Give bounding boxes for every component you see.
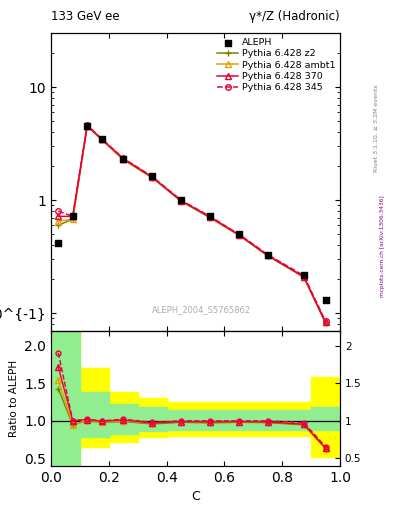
Line: Pythia 6.428 ambt1: Pythia 6.428 ambt1: [55, 123, 329, 326]
Pythia 6.428 345: [121, 155, 126, 161]
Pythia 6.428 370: [150, 174, 154, 180]
Pythia 6.428 z2: [237, 232, 241, 238]
Pythia 6.428 345: [70, 214, 75, 220]
Text: ALEPH_2004_S5765862: ALEPH_2004_S5765862: [152, 305, 251, 314]
Pythia 6.428 ambt1: [265, 252, 270, 259]
Pythia 6.428 345: [85, 122, 90, 129]
ALEPH: [120, 155, 127, 163]
Pythia 6.428 370: [237, 231, 241, 238]
Pythia 6.428 345: [179, 197, 184, 203]
Pythia 6.428 z2: [179, 198, 184, 204]
Pythia 6.428 370: [70, 214, 75, 220]
Pythia 6.428 ambt1: [150, 174, 154, 180]
ALEPH: [149, 172, 155, 180]
Pythia 6.428 345: [301, 272, 306, 279]
Pythia 6.428 370: [179, 198, 184, 204]
Pythia 6.428 ambt1: [301, 274, 306, 280]
Pythia 6.428 ambt1: [208, 214, 212, 220]
Pythia 6.428 z2: [70, 216, 75, 222]
Text: γ*/Z (Hadronic): γ*/Z (Hadronic): [249, 10, 340, 23]
Line: Pythia 6.428 370: Pythia 6.428 370: [55, 122, 329, 326]
Pythia 6.428 z2: [99, 137, 104, 143]
Pythia 6.428 ambt1: [323, 319, 328, 326]
Pythia 6.428 z2: [323, 320, 328, 326]
ALEPH: [207, 212, 213, 221]
Pythia 6.428 370: [323, 319, 328, 326]
ALEPH: [301, 270, 307, 279]
ALEPH: [178, 196, 184, 204]
Pythia 6.428 370: [99, 136, 104, 142]
Pythia 6.428 370: [85, 122, 90, 129]
Pythia 6.428 ambt1: [56, 218, 61, 224]
ALEPH: [55, 239, 61, 247]
ALEPH: [99, 135, 105, 143]
Pythia 6.428 z2: [265, 253, 270, 259]
Pythia 6.428 370: [265, 252, 270, 259]
ALEPH: [70, 212, 76, 221]
Line: Pythia 6.428 z2: Pythia 6.428 z2: [55, 123, 328, 326]
Y-axis label: Ratio to ALEPH: Ratio to ALEPH: [9, 360, 19, 437]
Pythia 6.428 ambt1: [237, 232, 241, 238]
Pythia 6.428 345: [99, 136, 104, 142]
Text: Rivet 3.1.10, ≥ 3.2M events: Rivet 3.1.10, ≥ 3.2M events: [374, 84, 379, 172]
Pythia 6.428 345: [265, 251, 270, 258]
Pythia 6.428 z2: [208, 215, 212, 221]
Pythia 6.428 345: [150, 174, 154, 180]
Pythia 6.428 z2: [85, 123, 90, 129]
Pythia 6.428 345: [237, 231, 241, 237]
ALEPH: [322, 296, 329, 305]
Pythia 6.428 370: [208, 214, 212, 220]
Pythia 6.428 ambt1: [85, 123, 90, 129]
Pythia 6.428 345: [323, 318, 328, 324]
ALEPH: [264, 250, 271, 259]
Pythia 6.428 345: [208, 214, 212, 220]
Pythia 6.428 370: [301, 274, 306, 280]
ALEPH: [84, 122, 90, 131]
Pythia 6.428 370: [56, 214, 61, 220]
Text: mcplots.cern.ch [arXiv:1306.3436]: mcplots.cern.ch [arXiv:1306.3436]: [380, 195, 385, 296]
Pythia 6.428 345: [56, 208, 61, 214]
ALEPH: [236, 230, 242, 238]
X-axis label: C: C: [191, 490, 200, 503]
Pythia 6.428 z2: [121, 157, 126, 163]
Text: 133 GeV ee: 133 GeV ee: [51, 10, 120, 23]
Pythia 6.428 ambt1: [70, 216, 75, 222]
Line: Pythia 6.428 345: Pythia 6.428 345: [55, 122, 328, 324]
Pythia 6.428 ambt1: [99, 136, 104, 142]
Pythia 6.428 ambt1: [179, 198, 184, 204]
Pythia 6.428 z2: [56, 222, 61, 228]
Legend: ALEPH, Pythia 6.428 z2, Pythia 6.428 ambt1, Pythia 6.428 370, Pythia 6.428 345: ALEPH, Pythia 6.428 z2, Pythia 6.428 amb…: [215, 36, 337, 94]
Pythia 6.428 ambt1: [121, 156, 126, 162]
Pythia 6.428 z2: [150, 175, 154, 181]
Pythia 6.428 370: [121, 156, 126, 162]
Pythia 6.428 z2: [301, 274, 306, 281]
